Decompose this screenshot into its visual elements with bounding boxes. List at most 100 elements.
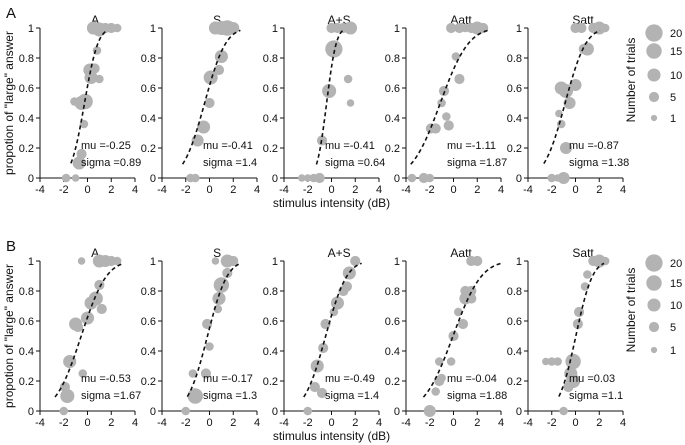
data-point bbox=[325, 40, 343, 58]
x-tick-label: -4 bbox=[35, 417, 45, 429]
x-tick-label: 0 bbox=[328, 417, 334, 429]
panel-content bbox=[542, 254, 610, 416]
x-tick-label: 2 bbox=[108, 184, 114, 196]
legend-label: 10 bbox=[670, 70, 682, 82]
fitted-curve bbox=[70, 29, 108, 164]
x-tick-label: 2 bbox=[352, 417, 358, 429]
data-point bbox=[448, 330, 459, 342]
panel-title: Satt bbox=[572, 246, 594, 260]
data-point bbox=[580, 42, 594, 56]
sigma-label: sigma =1.38 bbox=[569, 157, 629, 169]
data-point bbox=[212, 291, 226, 306]
data-point bbox=[343, 74, 353, 84]
data-point bbox=[443, 120, 454, 131]
x-tick-label: -4 bbox=[401, 184, 411, 196]
x-tick-label: -2 bbox=[303, 184, 313, 196]
panel-Satt: -4 -2 0 2 4 0 0.2 0.4 0.6 0.8 1 Satt mu =-0.87 sigma … bbox=[507, 13, 630, 196]
panel-content bbox=[422, 255, 502, 418]
y-tick-label: 0.6 bbox=[141, 83, 156, 95]
data-point bbox=[188, 369, 198, 378]
y-tick-label: 0.2 bbox=[507, 376, 522, 388]
x-tick-label: -2 bbox=[425, 417, 435, 429]
x-tick-label: 0 bbox=[84, 417, 90, 429]
panel-content bbox=[543, 21, 610, 185]
panel-title: A bbox=[91, 246, 99, 260]
legend-marker bbox=[647, 68, 661, 82]
fitted-curve bbox=[303, 262, 362, 398]
mu-label: mu =-1.11 bbox=[447, 140, 496, 152]
panel-A+S: -4 -2 0 2 4 0 0.2 0.4 0.6 0.8 1 A+S mu =-0.49 sigma =… bbox=[263, 246, 382, 429]
data-point bbox=[71, 174, 80, 182]
x-tick-label: 4 bbox=[620, 417, 626, 429]
sigma-label: sigma =1.67 bbox=[81, 390, 141, 402]
sigma-label: sigma =1.88 bbox=[447, 390, 507, 402]
y-tick-label: 0.4 bbox=[385, 346, 400, 358]
x-tick-label: 4 bbox=[132, 417, 138, 429]
legend-marker bbox=[648, 321, 660, 333]
x-tick-label: -4 bbox=[523, 417, 533, 429]
legend-marker bbox=[648, 91, 660, 103]
data-point bbox=[96, 303, 107, 315]
legend-marker bbox=[650, 346, 658, 354]
y-tick-label: 0.4 bbox=[263, 113, 278, 125]
data-point bbox=[222, 267, 233, 279]
data-point bbox=[303, 174, 312, 182]
data-point bbox=[77, 257, 86, 265]
panel-Aatt: -4 -2 0 2 4 0 0.2 0.4 0.6 0.8 1 Aatt mu =-1.11 sigma … bbox=[385, 13, 508, 196]
data-point bbox=[112, 256, 122, 266]
y-tick-label: 0.8 bbox=[385, 286, 400, 298]
data-point bbox=[453, 307, 463, 317]
mu-label: mu =-0.53 bbox=[81, 373, 131, 385]
y-tick-label: 0.2 bbox=[507, 143, 522, 155]
sigma-label: sigma =1.4 bbox=[203, 157, 257, 169]
x-tick-label: 2 bbox=[474, 417, 480, 429]
sigma-label: sigma =1.1 bbox=[569, 390, 623, 402]
legend-marker bbox=[646, 43, 662, 59]
mu-label: mu =-0.49 bbox=[325, 373, 375, 385]
x-tick-label: 4 bbox=[254, 417, 260, 429]
y-tick-label: 0 bbox=[150, 406, 156, 418]
data-point bbox=[475, 25, 484, 34]
y-tick-label: 1 bbox=[28, 23, 34, 35]
x-tick-label: 2 bbox=[596, 184, 602, 196]
x-tick-label: -4 bbox=[401, 417, 411, 429]
panel-title: Aatt bbox=[450, 13, 472, 27]
y-tick-label: 0.4 bbox=[19, 113, 34, 125]
legend-marker bbox=[650, 114, 658, 122]
y-tick-label: 0.2 bbox=[263, 143, 278, 155]
data-point bbox=[569, 78, 582, 92]
data-point bbox=[547, 357, 557, 366]
y-tick-label: 0 bbox=[272, 173, 278, 185]
fitted-curve bbox=[181, 29, 241, 165]
data-point bbox=[60, 388, 75, 404]
x-tick-label: -4 bbox=[279, 417, 289, 429]
panel-title: S bbox=[213, 13, 221, 27]
y-tick-label: 0.2 bbox=[385, 143, 400, 155]
panel-Aatt: -4 -2 0 2 4 0 0.2 0.4 0.6 0.8 1 Aatt mu =-0.04 sigma … bbox=[385, 246, 508, 429]
legend-label: 15 bbox=[670, 46, 682, 58]
fitted-curve bbox=[186, 262, 241, 398]
y-tick-label: 0.4 bbox=[263, 346, 278, 358]
x-tick-label: 4 bbox=[376, 184, 382, 196]
x-tick-label: -2 bbox=[547, 417, 557, 429]
y-axis-label: propotion of "large" answer bbox=[2, 31, 16, 175]
data-point bbox=[298, 174, 306, 182]
data-point bbox=[59, 406, 69, 416]
data-point bbox=[556, 119, 566, 129]
data-point bbox=[572, 318, 583, 330]
x-tick-label: 2 bbox=[108, 417, 114, 429]
legend-label: 1 bbox=[670, 345, 676, 357]
fitted-curve bbox=[422, 262, 502, 398]
panel-title: A bbox=[91, 13, 99, 27]
data-point bbox=[181, 406, 191, 416]
data-point bbox=[203, 70, 218, 85]
data-point bbox=[472, 255, 483, 267]
x-tick-label: -2 bbox=[303, 417, 313, 429]
y-tick-label: 1 bbox=[516, 256, 522, 268]
x-tick-label: 2 bbox=[230, 184, 236, 196]
y-tick-label: 0.8 bbox=[385, 53, 400, 65]
panel-S: -4 -2 0 2 4 0 0.2 0.4 0.6 0.8 1 Smu =-0.41 sigma =1.… bbox=[141, 13, 260, 196]
y-tick-label: 0.6 bbox=[19, 316, 34, 328]
legend-label: 15 bbox=[670, 278, 682, 290]
